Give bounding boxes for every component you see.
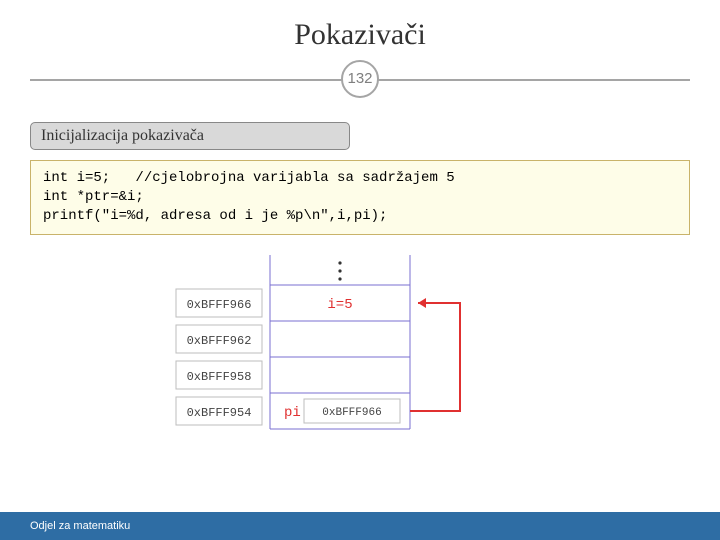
footer-label: Odjel za matematiku [0,512,720,540]
svg-text:0xBFFF954: 0xBFFF954 [187,406,252,420]
svg-text:0xBFFF962: 0xBFFF962 [187,334,252,348]
section-subtitle: Inicijalizacija pokazivača [30,122,350,150]
page-title: Pokazivači [0,18,720,52]
svg-text:0xBFFF958: 0xBFFF958 [187,370,252,384]
memory-diagram: 0xBFFF966 i=5 0xBFFF962 0xBFFF958 0xBFFF954 p… [170,255,550,465]
page-number-badge: 132 [341,60,379,98]
code-block: int i=5; //cjelobrojna varijabla sa sadr… [30,160,690,235]
svg-text:pi: pi [284,405,301,421]
svg-text:0xBFFF966: 0xBFFF966 [322,407,381,419]
svg-text:0xBFFF966: 0xBFFF966 [187,298,252,312]
svg-text:i=5: i=5 [327,297,352,313]
